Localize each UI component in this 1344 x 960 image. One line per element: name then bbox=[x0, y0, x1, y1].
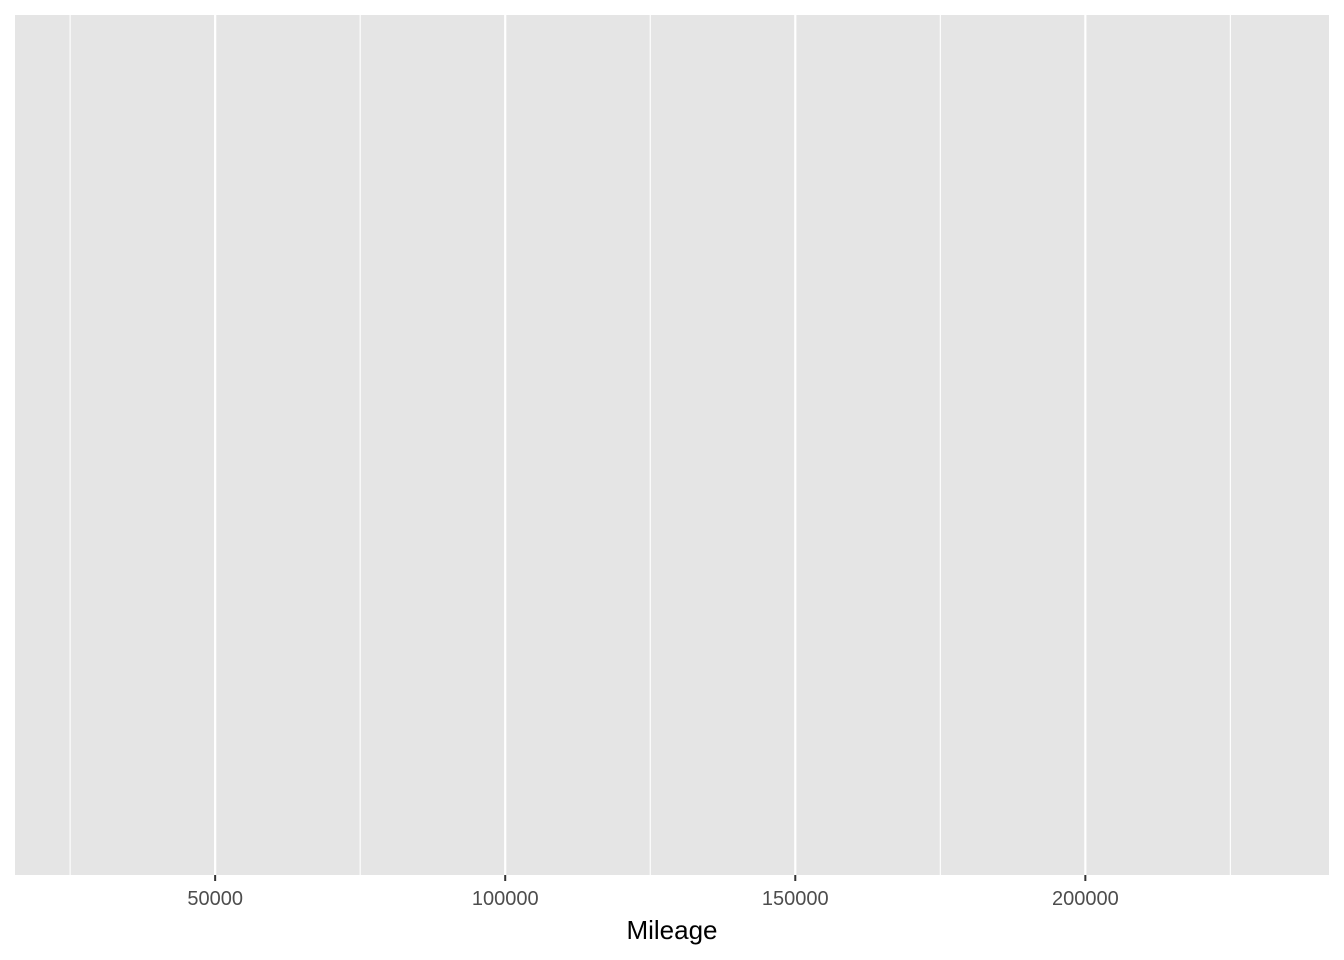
x-tick-label: 150000 bbox=[762, 888, 829, 910]
x-axis-ticks bbox=[214, 875, 1087, 881]
minor-gridlines bbox=[69, 15, 1231, 875]
x-tick-label: 50000 bbox=[187, 888, 243, 910]
plot-panel bbox=[15, 15, 1329, 875]
x-axis-tick-labels: 50000 100000 150000 200000 bbox=[187, 888, 1118, 910]
major-gridlines bbox=[214, 15, 1087, 875]
x-tick-label: 100000 bbox=[472, 888, 539, 910]
x-axis-title: Mileage bbox=[626, 915, 717, 945]
x-tick-label: 200000 bbox=[1052, 888, 1119, 910]
